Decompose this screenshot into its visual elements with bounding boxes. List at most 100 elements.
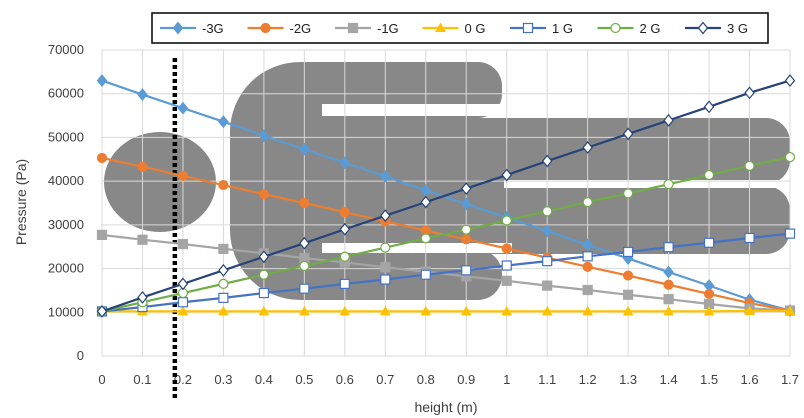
- x-tick-label: 0.6: [336, 372, 354, 387]
- series-3G-point: [703, 100, 715, 114]
- y-tick-label: 20000: [48, 261, 84, 276]
- series-3G-point: [460, 182, 472, 196]
- legend-label: 2 G: [640, 21, 661, 36]
- series-minus1G-point: [623, 289, 634, 300]
- series-2G-point: [461, 224, 472, 235]
- legend-label: 0 G: [465, 21, 486, 36]
- series-minus2G-point: [501, 243, 512, 254]
- y-tick-label: 0: [77, 348, 84, 363]
- x-tick-label: 0.7: [376, 372, 394, 387]
- series-1G-point: [177, 297, 189, 308]
- series-minus1G-point: [582, 284, 593, 296]
- series-minus3G-point: [258, 129, 270, 143]
- series-minus2G-point: [258, 189, 269, 200]
- x-tick-label: 1.6: [740, 372, 758, 387]
- series-minus1G-point: [501, 275, 512, 286]
- x-tick-label: 1: [503, 372, 510, 387]
- legend-marker: [697, 21, 709, 35]
- series-minus3G-point: [96, 74, 108, 88]
- figure-arm-upper-gap: [322, 104, 512, 116]
- series-minus2G-point: [582, 261, 593, 272]
- legend-box: [151, 12, 769, 44]
- series-0G-point: [744, 305, 755, 315]
- series-1G-point: [501, 260, 512, 271]
- chart-axes: 0 10000 20000 30000 40000 50000 60000 70000 0 0.1…: [48, 42, 799, 387]
- series-minus2G-point: [623, 270, 634, 281]
- series-minus1G-point: [96, 229, 108, 241]
- series-3G-point: [339, 222, 351, 236]
- legend-label: 3 G: [727, 21, 748, 36]
- series-minus3G-point: [339, 156, 351, 170]
- series-3G-point: [218, 263, 229, 277]
- y-tick-label: 30000: [48, 217, 84, 232]
- series-2G-point: [703, 169, 715, 181]
- series-minus3G-point: [299, 142, 310, 156]
- series-3G-point: [137, 290, 148, 304]
- series-minus2G-point: [218, 179, 229, 191]
- series-1G-point: [623, 246, 634, 258]
- series-0G-point: [663, 305, 674, 316]
- series-3G-point: [258, 250, 270, 264]
- series-1G-point: [339, 278, 350, 289]
- series-0G-point: [541, 305, 553, 316]
- series-0G-point: [258, 305, 270, 316]
- legend-label: 1 G: [552, 21, 573, 36]
- y-tick-label: 60000: [48, 86, 84, 101]
- figure-finger-gap: [504, 180, 794, 188]
- y-tick-label: 70000: [48, 42, 84, 57]
- series-2G-point: [218, 278, 229, 289]
- series-2G-point: [339, 251, 350, 262]
- x-tick-label: 1.2: [579, 372, 597, 387]
- series-3G-point: [582, 141, 593, 154]
- x-tick-label: 0.5: [295, 372, 313, 387]
- x-tick-label: 0.1: [133, 372, 151, 387]
- series-minus3G-line: [101, 79, 791, 312]
- chart-series: [96, 74, 796, 318]
- series-2G-point: [542, 206, 553, 217]
- x-tick-label: 1.4: [660, 372, 678, 387]
- series-0G-point: [501, 305, 513, 316]
- series-3G-point: [96, 304, 108, 318]
- legend-marker: [347, 22, 359, 34]
- legend-marker: [522, 22, 534, 34]
- series-minus2G-point: [339, 207, 350, 218]
- series-minus3G-point: [137, 88, 148, 102]
- series-0G-point: [339, 305, 351, 316]
- series-minus1G-point: [663, 294, 674, 305]
- series-1G-point: [703, 237, 715, 248]
- series-1G-point: [542, 256, 553, 267]
- series-2G-point: [299, 260, 310, 272]
- series-minus1G-point: [137, 234, 148, 245]
- legend-marker: [610, 22, 621, 34]
- series-minus3G-point: [177, 101, 189, 115]
- x-tick-label: 1.1: [538, 372, 556, 387]
- x-tick-label: 0.2: [174, 372, 192, 387]
- series-3G-point: [663, 113, 674, 127]
- chart-legend: -3G -2G -1G 0 G 1 G 2 G 3 G: [151, 12, 769, 44]
- series-0G: [96, 305, 796, 316]
- series-minus3G-point: [460, 197, 472, 211]
- series-minus2G-point: [299, 197, 310, 209]
- series-1G-point: [299, 283, 310, 294]
- x-tick-label: 1.3: [619, 372, 637, 387]
- x-tick-label: 0.9: [457, 372, 475, 387]
- series-3G-point: [622, 127, 634, 141]
- series-minus2G-point: [461, 234, 472, 245]
- series-2G-line: [101, 156, 791, 313]
- legend-marker: [172, 21, 184, 35]
- series-0G-point: [582, 305, 594, 316]
- y-axis-title: Pressure (Pa): [13, 159, 29, 245]
- series-3G-point: [744, 86, 755, 100]
- series-0G-point: [460, 305, 472, 316]
- series-3G-line: [101, 79, 791, 313]
- series-0G-point: [298, 305, 310, 316]
- series-1G-point: [461, 265, 472, 276]
- series-1G-line: [101, 232, 791, 313]
- series-minus1G-line: [101, 233, 791, 312]
- x-tick-label: 1.5: [700, 372, 718, 387]
- series-minus2G-point: [663, 279, 674, 290]
- series-minus1G-point: [380, 262, 391, 273]
- series-minus2G-point: [177, 170, 189, 181]
- series-2G-point: [663, 179, 674, 190]
